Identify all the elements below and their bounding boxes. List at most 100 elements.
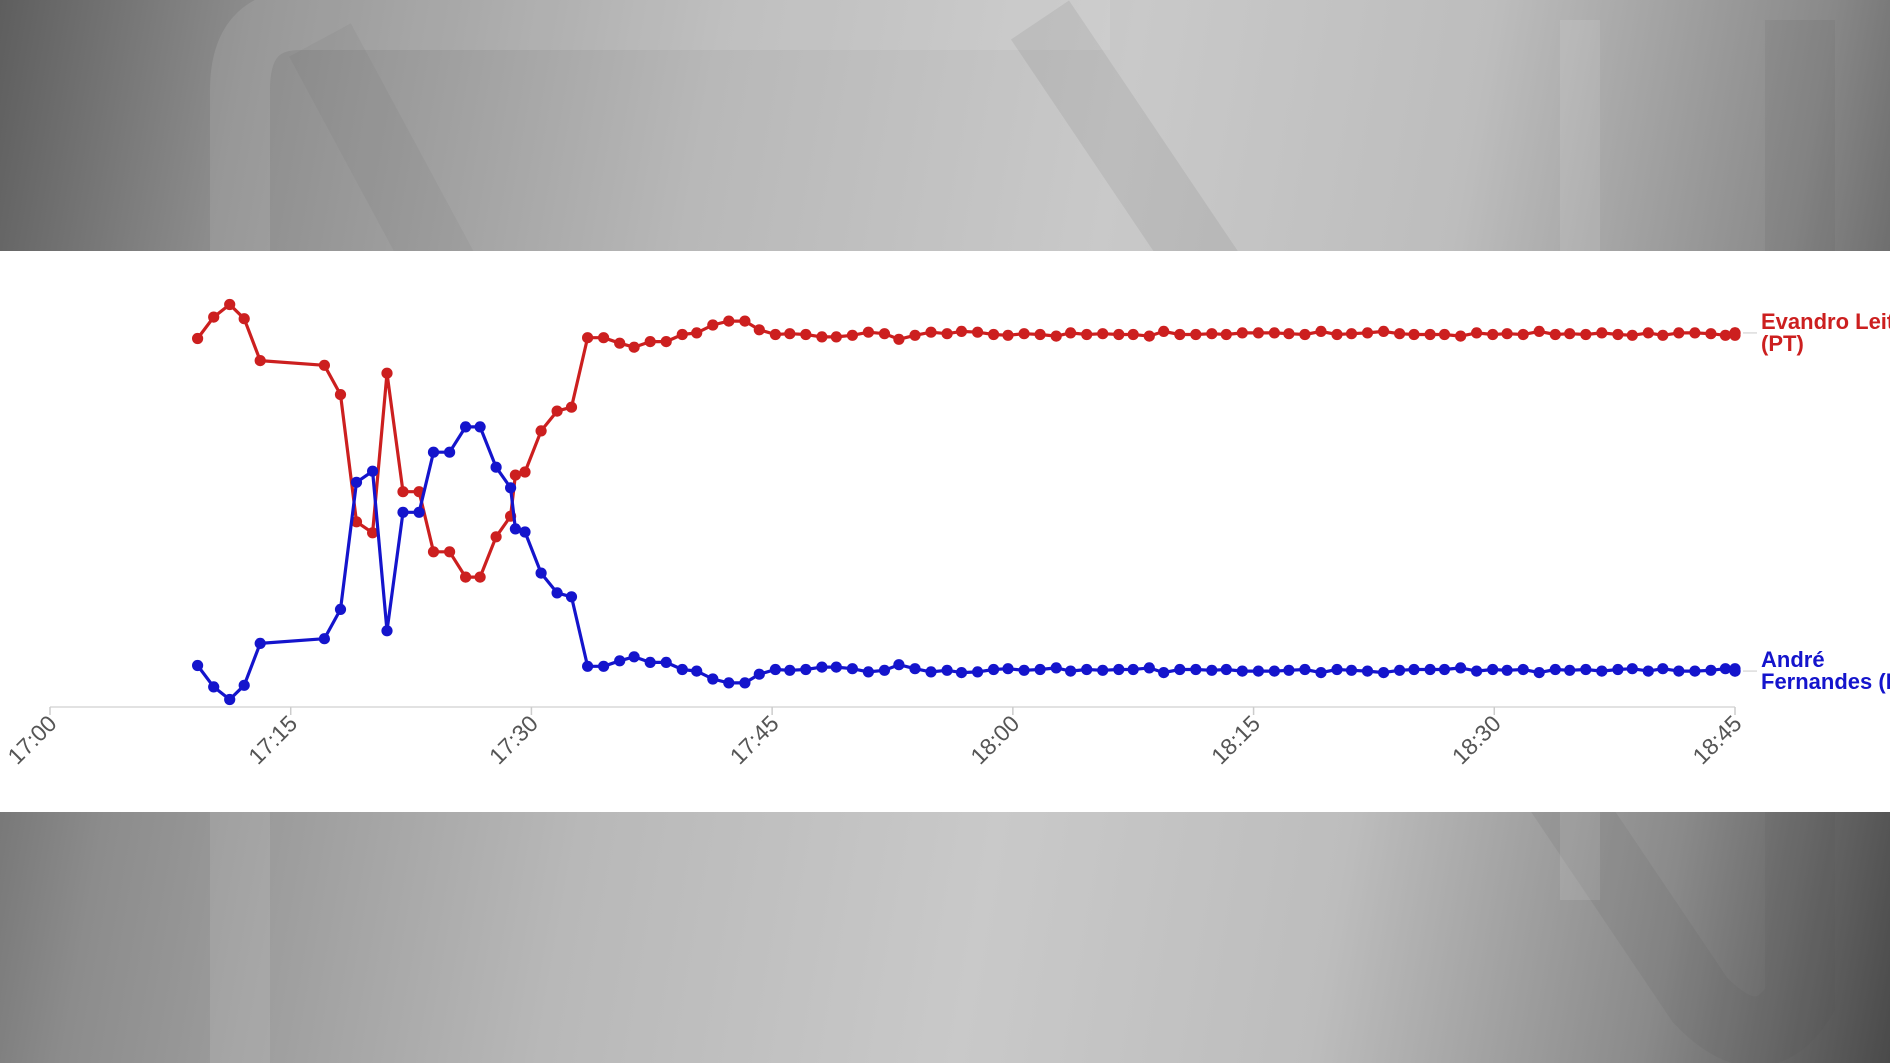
data-point: [955, 325, 968, 337]
data-point: [1408, 663, 1420, 676]
data-point: [224, 693, 236, 706]
data-point: [1626, 329, 1638, 341]
data-point: [800, 663, 812, 676]
data-point: [955, 667, 968, 679]
data-point: [1596, 665, 1608, 677]
data-point: [1580, 328, 1592, 341]
series-label: Evandro Leitão(PT): [1761, 309, 1890, 356]
data-point: [644, 336, 656, 348]
x-tick-label: 17:00: [2, 710, 61, 769]
data-point: [723, 677, 735, 689]
data-point: [753, 324, 765, 336]
data-point: [676, 663, 688, 676]
data-point: [1065, 327, 1077, 339]
data-point: [1657, 329, 1669, 341]
data-point: [490, 531, 502, 543]
data-point: [1487, 663, 1499, 676]
data-point: [1564, 328, 1576, 340]
x-tick-label: 17:30: [484, 710, 543, 769]
data-point: [565, 591, 578, 603]
data-point: [1424, 663, 1436, 676]
data-point: [1097, 664, 1109, 676]
data-point: [769, 663, 782, 676]
data-point: [769, 328, 782, 341]
data-point: [238, 679, 250, 691]
data-point: [535, 567, 547, 579]
data-point: [598, 660, 610, 672]
data-point: [1580, 663, 1592, 676]
data-point: [988, 663, 1000, 676]
data-point: [334, 603, 347, 615]
data-point: [350, 516, 363, 528]
data-point: [1158, 325, 1170, 337]
data-point: [381, 367, 393, 379]
data-point: [1394, 664, 1406, 676]
x-tick-label: 18:30: [1447, 710, 1506, 769]
data-point: [1283, 664, 1295, 676]
data-point: [753, 668, 765, 680]
data-point: [367, 465, 379, 477]
data-point: [846, 663, 859, 675]
data-point: [1174, 328, 1186, 341]
data-point: [1034, 663, 1046, 676]
data-point: [1626, 663, 1638, 675]
data-point: [1206, 664, 1218, 676]
data-point: [1673, 327, 1685, 339]
data-point: [1081, 663, 1093, 676]
data-point: [660, 656, 672, 668]
data-point: [1471, 665, 1483, 677]
data-point: [784, 664, 796, 676]
data-point: [1642, 665, 1654, 677]
data-point: [1612, 328, 1624, 341]
data-point: [1455, 330, 1467, 342]
data-point: [1719, 329, 1731, 341]
chart-panel: 17:00 17:15 17:30 17:45 18:00 18:15 18:30 18:45…: [0, 251, 1890, 812]
data-point: [519, 526, 531, 538]
data-point: [1315, 325, 1327, 337]
data-point: [1050, 330, 1062, 342]
data-point: [460, 421, 472, 433]
data-point: [1113, 328, 1125, 341]
data-point: [192, 332, 204, 345]
data-point: [334, 389, 347, 401]
data-point: [1002, 329, 1014, 341]
data-point: [1719, 663, 1731, 675]
data-point: [381, 625, 393, 637]
data-point: [1220, 328, 1232, 341]
data-point: [862, 666, 875, 678]
data-point: [1034, 328, 1046, 341]
data-point: [1190, 328, 1202, 341]
data-point: [350, 476, 363, 488]
data-point: [1455, 662, 1467, 674]
data-point: [1673, 665, 1685, 677]
data-point: [830, 331, 842, 343]
data-point: [1018, 664, 1030, 676]
data-point: [208, 311, 220, 323]
data-point: [1299, 663, 1311, 676]
data-point: [816, 661, 828, 673]
data-point: [862, 326, 875, 338]
data-point: [614, 337, 626, 349]
data-point: [1689, 665, 1701, 677]
data-point: [460, 571, 472, 583]
data-point: [1236, 665, 1248, 677]
data-point: [509, 469, 521, 481]
data-point: [474, 571, 486, 583]
x-tick-label: 17:45: [725, 710, 784, 769]
data-point: [1361, 327, 1374, 339]
data-point: [1345, 664, 1358, 676]
data-point: [660, 336, 672, 348]
data-point: [1361, 665, 1374, 677]
data-point: [925, 666, 937, 678]
data-point: [565, 401, 578, 413]
data-point: [1533, 325, 1545, 337]
data-point: [1220, 663, 1232, 676]
data-point: [1331, 328, 1343, 341]
data-point: [254, 637, 266, 649]
data-point: [367, 527, 379, 539]
data-point: [1081, 328, 1093, 341]
data-point: [1612, 663, 1624, 676]
data-point: [893, 333, 905, 345]
data-point: [397, 486, 409, 498]
data-point: [878, 664, 891, 676]
